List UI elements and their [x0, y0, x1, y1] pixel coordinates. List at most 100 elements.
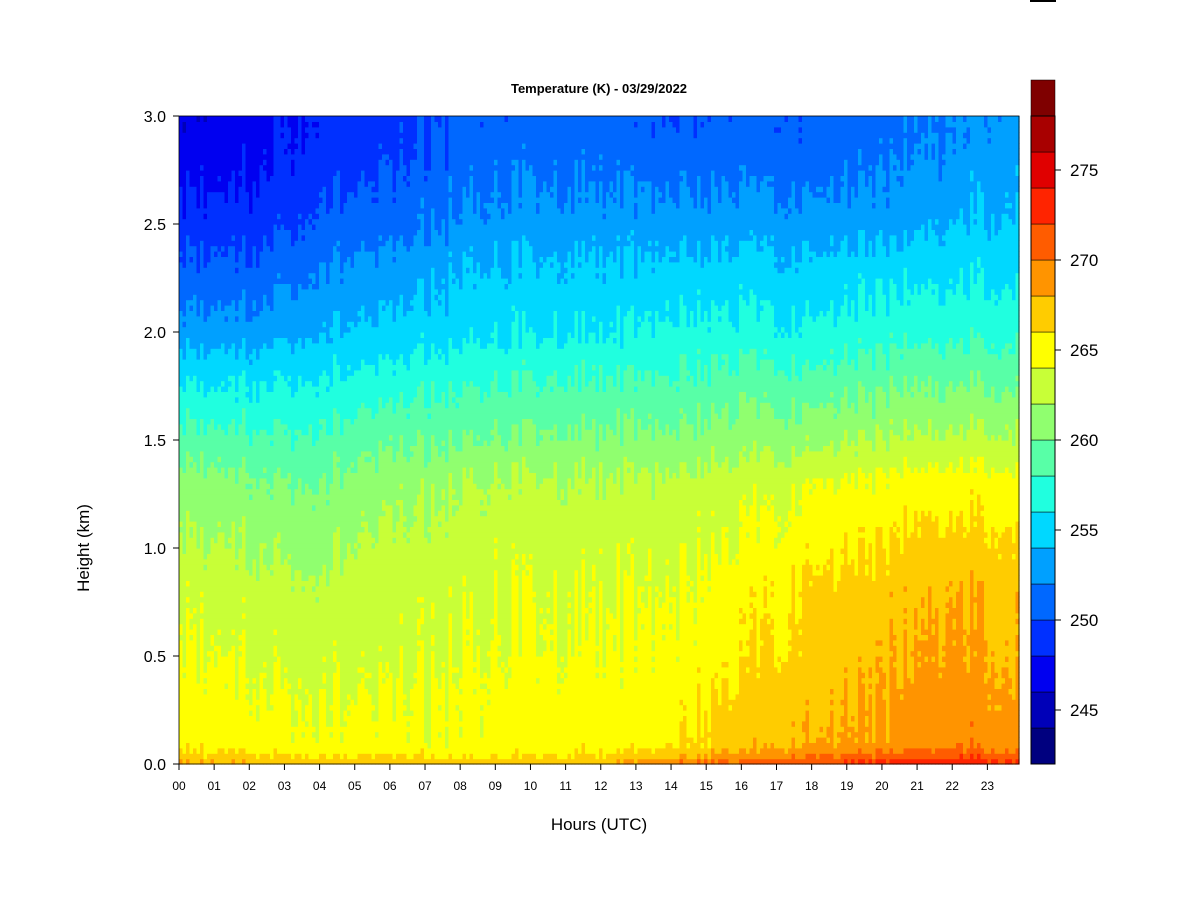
heatmap-cell [319, 510, 324, 517]
heatmap-cell [284, 299, 289, 306]
heatmap-cell [200, 758, 205, 765]
heatmap-cell [228, 180, 233, 187]
heatmap-cell [287, 375, 292, 382]
heatmap-cell [305, 294, 310, 301]
heatmap-cell [245, 121, 250, 128]
heatmap-cell [298, 688, 303, 695]
heatmap-cell [242, 402, 247, 409]
heatmap-cell [259, 380, 264, 387]
heatmap-cell [182, 731, 187, 738]
heatmap-cell [263, 159, 268, 166]
heatmap-cell [200, 413, 205, 419]
heatmap-cell [207, 650, 212, 657]
heatmap-cell [182, 315, 187, 322]
heatmap-cell [210, 494, 215, 500]
heatmap-cell [277, 116, 282, 122]
heatmap-cell [319, 391, 324, 398]
heatmap-cell [193, 326, 198, 333]
heatmap-cell [203, 440, 208, 446]
heatmap-cell [319, 148, 324, 155]
heatmap-cell [308, 661, 313, 668]
heatmap-cell [319, 758, 324, 765]
heatmap-cell [266, 121, 271, 128]
heatmap-cell [214, 461, 219, 468]
heatmap-cell [319, 753, 324, 760]
heatmap-cell [312, 548, 317, 554]
heatmap-cell [277, 515, 282, 522]
heatmap-cell [214, 650, 219, 657]
heatmap-cell [214, 218, 219, 225]
heatmap-cell [186, 666, 191, 673]
heatmap-cell [245, 245, 250, 252]
heatmap-cell [245, 515, 250, 522]
heatmap-cell [266, 639, 271, 646]
heatmap-cell [231, 607, 236, 614]
heatmap-cell [298, 288, 303, 295]
heatmap-cell [231, 294, 236, 301]
heatmap-cell [312, 240, 317, 247]
heatmap-cell [298, 272, 303, 279]
heatmap-cell [231, 548, 236, 554]
heatmap-cell [270, 359, 275, 365]
heatmap-cell [245, 445, 250, 452]
heatmap-cell [193, 569, 198, 576]
heatmap-cell [200, 234, 205, 241]
heatmap-cell [263, 251, 268, 257]
heatmap-cell [259, 612, 264, 619]
heatmap-cell [284, 467, 289, 473]
heatmap-cell [280, 704, 285, 711]
heatmap-cell [273, 375, 278, 382]
heatmap-cell [284, 175, 289, 182]
heatmap-cell [231, 418, 236, 425]
heatmap-cell [189, 434, 194, 441]
heatmap-cell [224, 623, 229, 630]
heatmap-cell [291, 218, 296, 225]
heatmap-cell [179, 396, 184, 403]
heatmap-cell [193, 510, 198, 517]
heatmap-cell [252, 483, 257, 490]
heatmap-cell [221, 278, 226, 284]
heatmap-cell [273, 553, 278, 560]
heatmap-cell [196, 515, 201, 522]
heatmap-cell [263, 639, 268, 646]
heatmap-cell [287, 197, 292, 203]
heatmap-cell [298, 537, 303, 544]
heatmap-cell [284, 720, 289, 727]
heatmap-cell [259, 645, 264, 652]
heatmap-cell [182, 542, 187, 549]
heatmap-cell [193, 337, 198, 344]
heatmap-cell [263, 407, 268, 414]
heatmap-cell [196, 747, 201, 754]
heatmap-cell [280, 656, 285, 662]
heatmap-cell [193, 272, 198, 279]
heatmap-cell [224, 386, 229, 392]
heatmap-cell [294, 472, 299, 479]
heatmap-cell [214, 418, 219, 425]
heatmap-cell [284, 126, 289, 133]
heatmap-cell [298, 159, 303, 166]
heatmap-cell [238, 294, 243, 301]
heatmap-cell [242, 337, 247, 344]
heatmap-cell [256, 720, 261, 727]
heatmap-cell [186, 612, 191, 619]
heatmap-cell [259, 143, 264, 149]
heatmap-cell [287, 450, 292, 457]
heatmap-cell [312, 396, 317, 403]
heatmap-cell [224, 564, 229, 571]
heatmap-cell [287, 742, 292, 749]
heatmap-cell [266, 488, 271, 495]
heatmap-cell [291, 758, 296, 765]
heatmap-cell [200, 326, 205, 333]
heatmap-cell [210, 504, 215, 511]
heatmap-cell [273, 737, 278, 743]
heatmap-cell [200, 272, 205, 279]
heatmap-cell [200, 337, 205, 344]
heatmap-cell [231, 450, 236, 457]
heatmap-cell [235, 731, 240, 738]
heatmap-cell [231, 159, 236, 166]
heatmap-cell [245, 731, 250, 738]
heatmap-cell [196, 132, 201, 139]
heatmap-cell [221, 629, 226, 635]
heatmap-cell [238, 434, 243, 441]
heatmap-cell [179, 715, 184, 722]
